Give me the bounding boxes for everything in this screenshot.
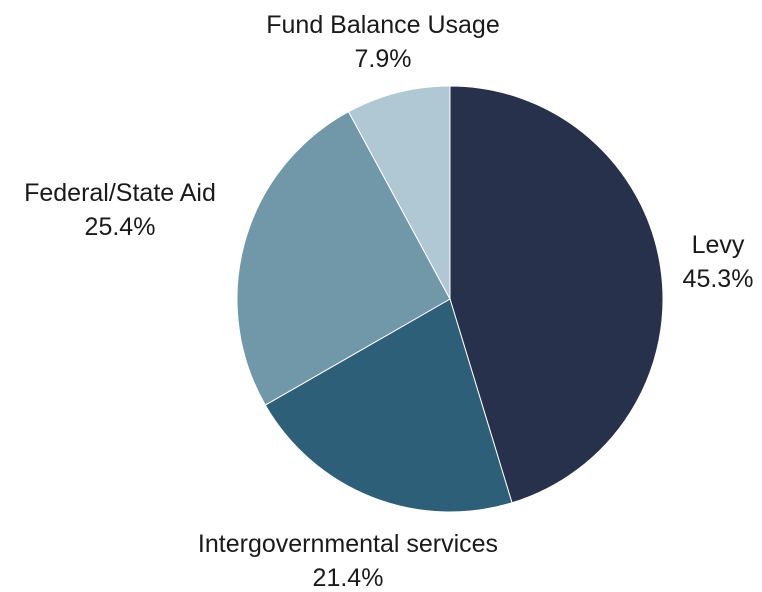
slice-labels: Levy 45.3% Intergovernmental services 21.4%… xyxy=(24,11,753,592)
pie-slice-intergovernmental-services xyxy=(264,298,513,513)
pie-slice-fund-balance-usage xyxy=(347,85,451,300)
slice-category-label: Fund Balance Usage xyxy=(266,11,499,39)
slice-label-federal-state-aid: Federal/State Aid 25.4% xyxy=(24,179,216,241)
slice-category-label: Federal/State Aid xyxy=(24,179,216,207)
slice-label-intergovernmental-services: Intergovernmental services 21.4% xyxy=(198,530,498,592)
slice-category-label: Levy xyxy=(692,231,745,259)
slice-percent-label: 21.4% xyxy=(313,564,384,592)
pie-slice-federal-state-aid xyxy=(236,111,451,406)
pie-slices xyxy=(236,85,664,513)
slice-percent-label: 25.4% xyxy=(85,213,156,241)
pie-slice-levy xyxy=(449,85,664,504)
slice-label-fund-balance-usage: Fund Balance Usage 7.9% xyxy=(266,11,499,73)
slice-percent-label: 7.9% xyxy=(355,45,412,73)
slice-percent-label: 45.3% xyxy=(683,265,754,293)
slice-category-label: Intergovernmental services xyxy=(198,530,498,558)
slice-label-levy: Levy 45.3% xyxy=(683,231,754,293)
